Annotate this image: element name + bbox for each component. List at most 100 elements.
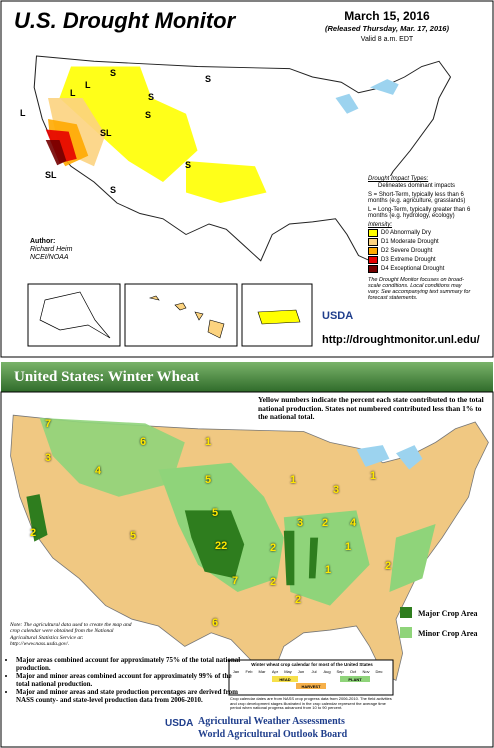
footer-agency: USDA	[165, 718, 194, 729]
stage-label: HEAD	[279, 677, 290, 682]
agency-logo: USDA	[322, 310, 354, 322]
legend-label: Minor Crop Area	[418, 629, 478, 638]
state-percent: 5	[205, 474, 212, 486]
state-percent: 4	[350, 517, 357, 529]
intensity-swatch	[368, 247, 378, 255]
drought-legend: Drought Impact Types: Delineates dominan…	[368, 176, 472, 301]
impact-label: S	[110, 185, 117, 195]
intensity-row: D3 Extreme Drought	[368, 256, 472, 264]
intensity-swatch	[368, 256, 378, 264]
impact-label: S	[185, 160, 192, 170]
intensity-row: D4 Exceptional Drought	[368, 265, 472, 273]
legend-swatch	[400, 607, 412, 618]
state-percent: 1	[290, 474, 297, 486]
legend-text: Delineates dominant impacts	[378, 183, 456, 189]
state-percent: 6	[140, 436, 147, 448]
bullet: Major and minor areas and state producti…	[16, 688, 241, 704]
intensity-label: D2 Severe Drought	[381, 248, 433, 254]
legend-text: L = Long-Term, typically greater than 6 …	[368, 207, 471, 219]
month-label: Nov	[362, 669, 369, 674]
intensity-swatch	[368, 229, 378, 237]
intensity-swatch	[368, 265, 378, 273]
state-percent: 2	[30, 527, 37, 539]
month-label: Jul	[311, 669, 316, 674]
state-percent: 3	[45, 452, 52, 464]
footer-line: Agricultural Weather Assessments	[198, 716, 345, 727]
wheat-map	[9, 414, 490, 682]
intensity-label: D4 Exceptional Drought	[381, 266, 445, 272]
legend-swatch	[400, 627, 412, 638]
state-percent: 3	[297, 517, 304, 529]
state-percent: 7	[232, 575, 239, 587]
state-percent: 1	[325, 564, 332, 576]
intensity-swatch	[368, 238, 378, 246]
month-label: Mar	[259, 669, 267, 674]
legend-label: Major Crop Area	[418, 609, 478, 618]
month-label: May	[284, 669, 292, 674]
state-percent: 3	[333, 484, 340, 496]
month-label: Oct	[350, 669, 357, 674]
url[interactable]: http://droughtmonitor.unl.edu/	[322, 334, 480, 346]
intensity-list: D0 Abnormally Dry D1 Moderate Drought D2 S…	[368, 229, 472, 273]
state-percent: 2	[270, 576, 277, 588]
impact-label: SL	[100, 128, 112, 138]
wheat-description: Yellow numbers indicate the percent each…	[258, 395, 484, 422]
impact-label: L	[70, 88, 76, 98]
legend-text: S = Short-Term, typically less than 6 mo…	[368, 192, 466, 204]
wheat-title-bar	[1, 362, 493, 392]
impact-label: SL	[45, 170, 57, 180]
intensity-row: D2 Severe Drought	[368, 247, 472, 255]
intensity-row: D0 Abnormally Dry	[368, 229, 472, 237]
impact-label: L	[85, 80, 91, 90]
stage-label: PLANT	[348, 677, 362, 682]
bullets: Major areas combined account for approxi…	[0, 656, 241, 704]
state-percent: 1	[370, 470, 377, 482]
impact-label: L	[20, 108, 26, 118]
state-percent: 5	[212, 507, 219, 519]
intensity-label: D1 Moderate Drought	[381, 239, 439, 245]
month-label: Feb	[246, 669, 254, 674]
intensity-row: D1 Moderate Drought	[368, 238, 472, 246]
calendar-title: Winter wheat crop calendar for most of t…	[251, 662, 373, 667]
state-percent: 2	[270, 542, 277, 554]
stage-label: HARVEST	[301, 684, 321, 689]
state-percent: 7	[45, 418, 52, 430]
legend-note: The Drought Monitor focuses on broad-sca…	[368, 277, 471, 301]
state-percent: 4	[95, 465, 102, 477]
legend-title: Drought Impact Types:	[368, 176, 429, 182]
state-percent: 1	[345, 541, 352, 553]
month-label: Jun	[298, 669, 304, 674]
month-label: Apr	[272, 669, 279, 674]
wheat-note: Note: The agricultural data used to crea…	[10, 622, 132, 647]
intensity-label: D3 Extreme Drought	[381, 257, 436, 263]
footer-line: World Agricultural Outlook Board	[198, 729, 348, 740]
released: (Released Thursday, Mar. 17, 2016)	[325, 24, 449, 33]
drought-area	[59, 66, 198, 182]
state-percent: 2	[385, 560, 392, 572]
calendar-note: Crop calendar dates are from NASS crop p…	[230, 696, 392, 711]
drought-area	[45, 140, 67, 166]
org: NCEI/NOAA	[30, 254, 69, 261]
legend-title: Intensity:	[368, 222, 393, 228]
month-label: Jan	[233, 669, 239, 674]
valid: Valid 8 a.m. EDT	[360, 36, 414, 43]
state-percent: 5	[130, 530, 137, 542]
drought-map	[33, 55, 452, 262]
intensity-label: D0 Abnormally Dry	[381, 230, 432, 236]
wheat-title: United States: Winter Wheat	[14, 369, 200, 385]
impact-label: S	[148, 92, 155, 102]
state-percent: 1	[205, 436, 212, 448]
bullet: Major areas combined account for approxi…	[16, 656, 241, 672]
impact-label: S	[145, 110, 152, 120]
month-label: Dec	[375, 669, 382, 674]
author: Richard Heim	[30, 246, 73, 253]
bullet: Major and minor areas combined account f…	[16, 672, 241, 688]
date: March 15, 2016	[344, 9, 430, 23]
drought-area	[186, 161, 267, 203]
impact-label: S	[205, 74, 212, 84]
month-label: Aug	[323, 669, 330, 674]
state-percent: 6	[212, 617, 219, 629]
title: U.S. Drought Monitor	[14, 8, 236, 33]
impact-label: S	[110, 68, 117, 78]
